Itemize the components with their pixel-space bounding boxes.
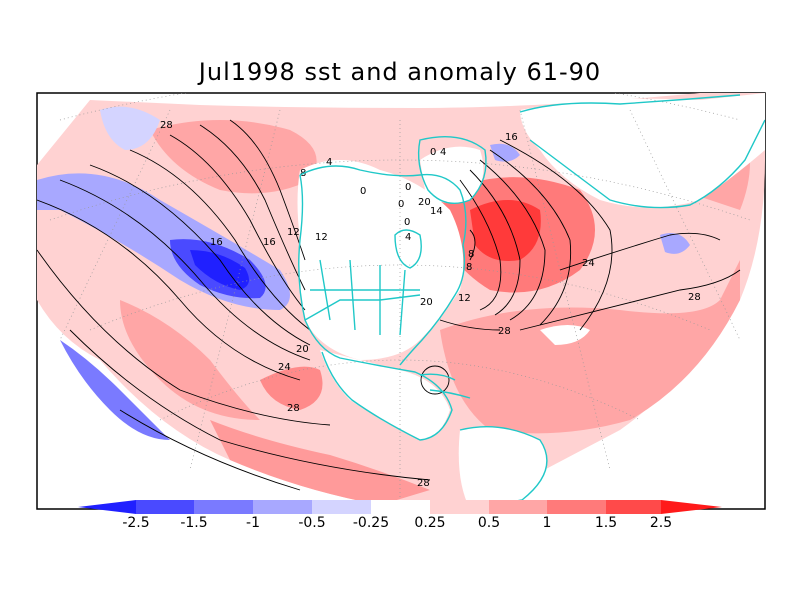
- colorbar-segment: [136, 500, 194, 514]
- colorbar-arrow-high: [661, 500, 722, 514]
- svg-text:28: 28: [287, 403, 300, 414]
- colorbar-segment: [371, 500, 430, 514]
- svg-text:16: 16: [210, 237, 223, 248]
- svg-text:20: 20: [296, 344, 309, 355]
- colorbar-segment: [312, 500, 371, 514]
- colorbar-arrow-low: [78, 500, 136, 514]
- colorbar-label: -0.5: [298, 515, 326, 531]
- svg-text:12: 12: [458, 293, 471, 304]
- svg-text:8: 8: [466, 262, 472, 273]
- colorbar: [78, 500, 722, 514]
- colorbar-segment: [547, 500, 606, 514]
- svg-text:0: 0: [405, 182, 411, 193]
- svg-text:20: 20: [420, 297, 433, 308]
- colorbar-label: -0.25: [352, 515, 390, 531]
- contour-labels: 28 4 8 0 12 12 16 0 0 20 14 0 4 0 4 8 8 …: [160, 120, 701, 489]
- svg-text:0: 0: [398, 199, 404, 210]
- colorbar-label: -2.5: [122, 515, 150, 531]
- svg-text:4: 4: [440, 147, 446, 158]
- colorbar-segment: [489, 500, 547, 514]
- svg-text:4: 4: [405, 232, 411, 243]
- svg-text:16: 16: [263, 237, 276, 248]
- svg-text:0: 0: [404, 217, 410, 228]
- svg-text:12: 12: [315, 232, 328, 243]
- svg-text:8: 8: [468, 249, 474, 260]
- graticule: [49, 93, 751, 509]
- svg-text:28: 28: [160, 120, 173, 131]
- svg-text:24: 24: [582, 258, 595, 269]
- colorbar-segment: [253, 500, 312, 514]
- svg-text:0: 0: [430, 147, 436, 158]
- colorbar-label: 1.5: [594, 515, 618, 531]
- colorbar-segment: [194, 500, 253, 514]
- positive-anomaly-areas: [120, 117, 750, 505]
- svg-text:28: 28: [498, 326, 511, 337]
- svg-text:12: 12: [287, 227, 300, 238]
- svg-text:20: 20: [418, 197, 431, 208]
- colorbar-segment: [606, 500, 661, 514]
- svg-text:24: 24: [278, 362, 291, 373]
- map-title: Jul1998 sst and anomaly 61-90: [198, 58, 602, 86]
- svg-text:14: 14: [430, 206, 443, 217]
- colorbar-label: -1.5: [180, 515, 208, 531]
- colorbar-label: 0.5: [477, 515, 501, 531]
- colorbar-segment: [430, 500, 489, 514]
- colorbar-label: -1: [246, 515, 260, 531]
- svg-text:28: 28: [417, 478, 430, 489]
- colorbar-label: 0.25: [414, 515, 446, 531]
- colorbar-label: 1: [542, 515, 552, 531]
- coastlines: [298, 94, 765, 509]
- svg-text:0: 0: [360, 186, 366, 197]
- sst-contours: [37, 119, 741, 491]
- svg-text:28: 28: [688, 292, 701, 303]
- svg-text:16: 16: [505, 132, 518, 143]
- svg-text:4: 4: [326, 157, 332, 168]
- colorbar-label: 2.5: [649, 515, 673, 531]
